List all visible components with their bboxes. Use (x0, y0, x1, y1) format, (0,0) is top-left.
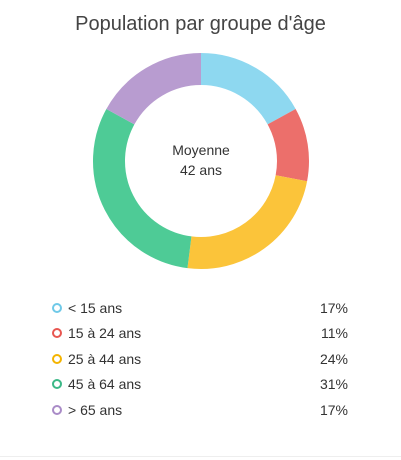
legend-label: > 65 ans (68, 401, 123, 418)
donut-slice-5[interactable] (106, 53, 202, 125)
legend-value: 31% (319, 376, 348, 393)
donut-svg (93, 53, 309, 269)
legend-item[interactable]: 45 à 64 ans 31% (52, 372, 348, 398)
legend-swatch-icon (52, 302, 62, 313)
donut-slice-3[interactable] (187, 174, 308, 269)
center-label-value: 42 ans (179, 162, 223, 178)
donut-chart (92, 52, 310, 270)
center-label-title: Moyenne (172, 142, 230, 158)
legend-value: 11% (321, 325, 348, 342)
legend-value: 24% (319, 350, 348, 367)
legend-label: 15 à 24 ans (68, 325, 142, 342)
legend: < 15 ans 17% 15 à 24 ans 11% 25 à 44 ans 24% 4… (52, 295, 348, 423)
legend-item[interactable]: 25 à 44 ans 24% (52, 346, 348, 372)
donut-slice-2[interactable] (267, 108, 309, 182)
legend-value: 17% (319, 299, 348, 316)
legend-label: 25 à 44 ans (68, 350, 142, 367)
legend-swatch-icon (52, 379, 62, 390)
legend-value: 17% (319, 401, 348, 418)
legend-label: < 15 ans (68, 299, 123, 316)
chart-title: Population par groupe d'âge (75, 13, 326, 35)
legend-item[interactable]: < 15 ans 17% (52, 295, 348, 321)
legend-label: 45 à 64 ans (68, 376, 142, 393)
legend-swatch-icon (52, 404, 62, 415)
donut-slice-1[interactable] (200, 53, 296, 125)
legend-swatch-icon (52, 328, 62, 339)
legend-item[interactable]: 15 à 24 ans 11% (52, 321, 348, 347)
donut-slice-4[interactable] (93, 108, 192, 269)
legend-item[interactable]: > 65 ans 17% (52, 397, 348, 423)
divider (0, 456, 401, 457)
center-label: Moyenne 42 ans (92, 140, 310, 180)
legend-swatch-icon (52, 353, 62, 364)
